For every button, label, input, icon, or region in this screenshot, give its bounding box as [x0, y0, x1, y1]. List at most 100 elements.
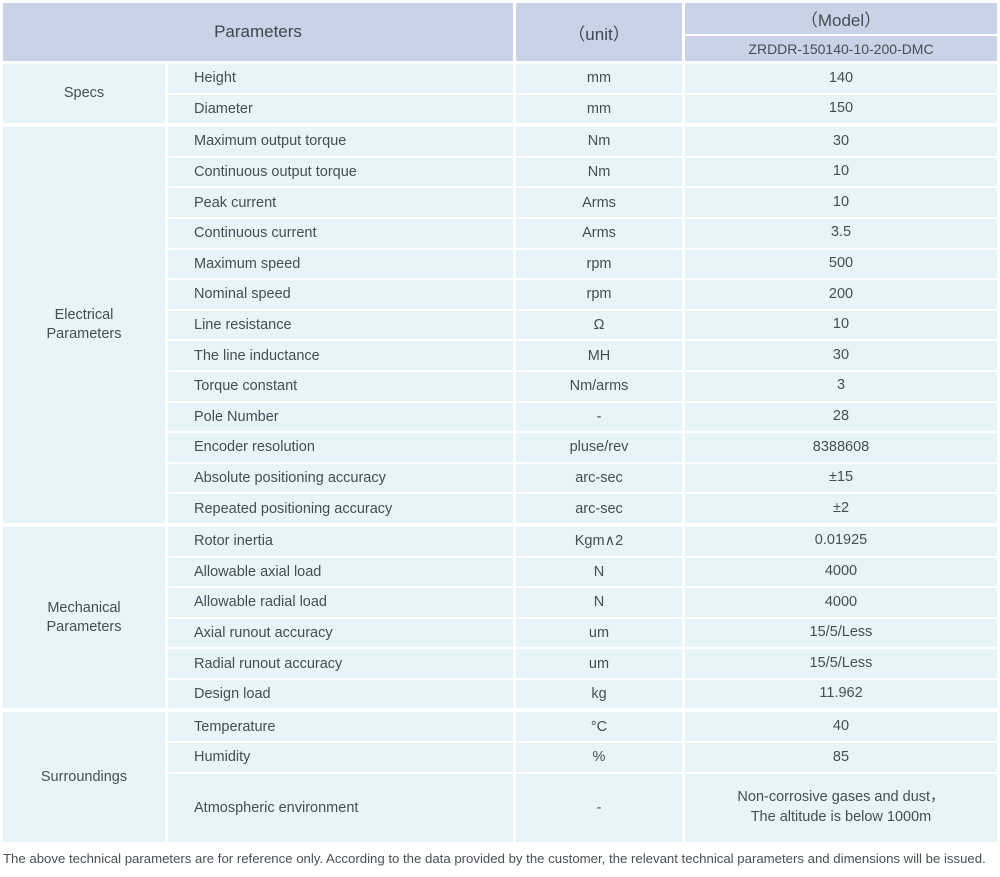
param-cell: Design load [168, 679, 513, 709]
unit-cell: - [516, 402, 682, 432]
table-header: Parameters （unit） （Model） ZRDDR-150140-1… [3, 3, 997, 61]
param-cell: Maximum speed [168, 249, 513, 279]
footer-disclaimer: The above technical parameters are for r… [3, 851, 986, 866]
param-cell: Radial runout accuracy [168, 649, 513, 678]
table-row: Torque constant Nm/arms 3 [168, 371, 997, 401]
unit-cell: Nm/arms [516, 371, 682, 401]
value-cell: 11.962 [685, 679, 997, 709]
value-cell: 28 [685, 402, 997, 432]
param-cell: Continuous output torque [168, 157, 513, 187]
header-model-label: （Model） [685, 3, 997, 34]
value-cell: 150 [685, 94, 997, 124]
unit-cell: pluse/rev [516, 433, 682, 462]
unit-cell: Arms [516, 218, 682, 248]
unit-cell: rpm [516, 249, 682, 279]
table-row: Radial runout accuracy um 15/5/Less [168, 649, 997, 678]
param-cell: Axial runout accuracy [168, 618, 513, 648]
unit-cell: arc-sec [516, 463, 682, 493]
param-cell: Nominal speed [168, 280, 513, 309]
value-cell: 40 [685, 712, 997, 742]
table-row: Absolute positioning accuracy arc-sec ±1… [168, 463, 997, 493]
unit-cell: rpm [516, 280, 682, 309]
param-cell: Humidity [168, 743, 513, 772]
value-cell: ±2 [685, 494, 997, 523]
unit-cell: MH [516, 341, 682, 370]
section-rows: Rotor inertia Kgm∧2 0.01925 Allowable ax… [168, 526, 997, 709]
section-electrical-parameters: Electrical Parameters Maximum output tor… [3, 127, 997, 523]
group-cell: Electrical Parameters [3, 127, 165, 523]
value-cell: 30 [685, 341, 997, 370]
param-cell: Torque constant [168, 371, 513, 401]
unit-cell: mm [516, 64, 682, 93]
param-cell: Peak current [168, 188, 513, 217]
table-row: Continuous current Arms 3.5 [168, 218, 997, 248]
table-row: Allowable axial load N 4000 [168, 557, 997, 587]
table-row: The line inductance MH 30 [168, 341, 997, 370]
unit-cell: Ω [516, 310, 682, 340]
value-cell: 200 [685, 280, 997, 309]
unit-cell: kg [516, 679, 682, 709]
value-cell: ±15 [685, 463, 997, 493]
value-cell: 10 [685, 188, 997, 217]
value-cell: 10 [685, 310, 997, 340]
table-row: Atmospheric environment - Non-corrosive … [168, 773, 997, 842]
group-cell: Mechanical Parameters [3, 526, 165, 709]
unit-cell: % [516, 743, 682, 772]
section-rows: Temperature °C 40 Humidity % 85 Atmosphe… [168, 712, 997, 842]
table-row: Humidity % 85 [168, 743, 997, 772]
table-row: Height mm 140 [168, 64, 997, 93]
value-cell: 3.5 [685, 218, 997, 248]
param-cell: The line inductance [168, 341, 513, 370]
param-cell: Atmospheric environment [168, 773, 513, 842]
value-cell: 3 [685, 371, 997, 401]
value-cell: 85 [685, 743, 997, 772]
table-row: Axial runout accuracy um 15/5/Less [168, 618, 997, 648]
param-cell: Height [168, 64, 513, 93]
unit-cell: arc-sec [516, 494, 682, 523]
header-unit: （unit） [516, 3, 682, 61]
value-cell: 4000 [685, 588, 997, 617]
param-cell: Maximum output torque [168, 127, 513, 156]
table-row: Diameter mm 150 [168, 94, 997, 124]
section-surroundings: Surroundings Temperature °C 40 Humidity … [3, 712, 997, 842]
param-cell: Rotor inertia [168, 526, 513, 556]
table-row: Rotor inertia Kgm∧2 0.01925 [168, 526, 997, 556]
section-rows: Maximum output torque Nm 30 Continuous o… [168, 127, 997, 523]
section-specs: Specs Height mm 140 Diameter mm 150 [3, 64, 997, 124]
value-cell: Non-corrosive gases and dust， The altitu… [685, 773, 997, 842]
value-cell: 500 [685, 249, 997, 279]
unit-cell: mm [516, 94, 682, 124]
table-row: Maximum speed rpm 500 [168, 249, 997, 279]
param-cell: Diameter [168, 94, 513, 124]
unit-cell: Nm [516, 127, 682, 156]
param-cell: Encoder resolution [168, 433, 513, 462]
param-cell: Line resistance [168, 310, 513, 340]
unit-cell: °C [516, 712, 682, 742]
value-cell: 0.01925 [685, 526, 997, 556]
header-model-number: ZRDDR-150140-10-200-DMC [685, 36, 997, 61]
header-model-group: （Model） ZRDDR-150140-10-200-DMC [685, 3, 997, 61]
unit-cell: - [516, 773, 682, 842]
param-cell: Pole Number [168, 402, 513, 432]
param-cell: Absolute positioning accuracy [168, 463, 513, 493]
unit-cell: N [516, 557, 682, 587]
param-cell: Allowable radial load [168, 588, 513, 617]
value-cell: 4000 [685, 557, 997, 587]
section-rows: Height mm 140 Diameter mm 150 [168, 64, 997, 124]
table-row: Repeated positioning accuracy arc-sec ±2 [168, 494, 997, 523]
value-cell: 15/5/Less [685, 649, 997, 678]
param-cell: Allowable axial load [168, 557, 513, 587]
section-mechanical-parameters: Mechanical Parameters Rotor inertia Kgm∧… [3, 526, 997, 709]
unit-cell: N [516, 588, 682, 617]
group-cell: Specs [3, 64, 165, 124]
unit-cell: um [516, 618, 682, 648]
value-cell: 10 [685, 157, 997, 187]
table-row: Temperature °C 40 [168, 712, 997, 742]
table-row: Design load kg 11.962 [168, 679, 997, 709]
table-row: Peak current Arms 10 [168, 188, 997, 217]
table-row: Encoder resolution pluse/rev 8388608 [168, 433, 997, 462]
table-row: Allowable radial load N 4000 [168, 588, 997, 617]
unit-cell: um [516, 649, 682, 678]
table-row: Continuous output torque Nm 10 [168, 157, 997, 187]
table-row: Pole Number - 28 [168, 402, 997, 432]
